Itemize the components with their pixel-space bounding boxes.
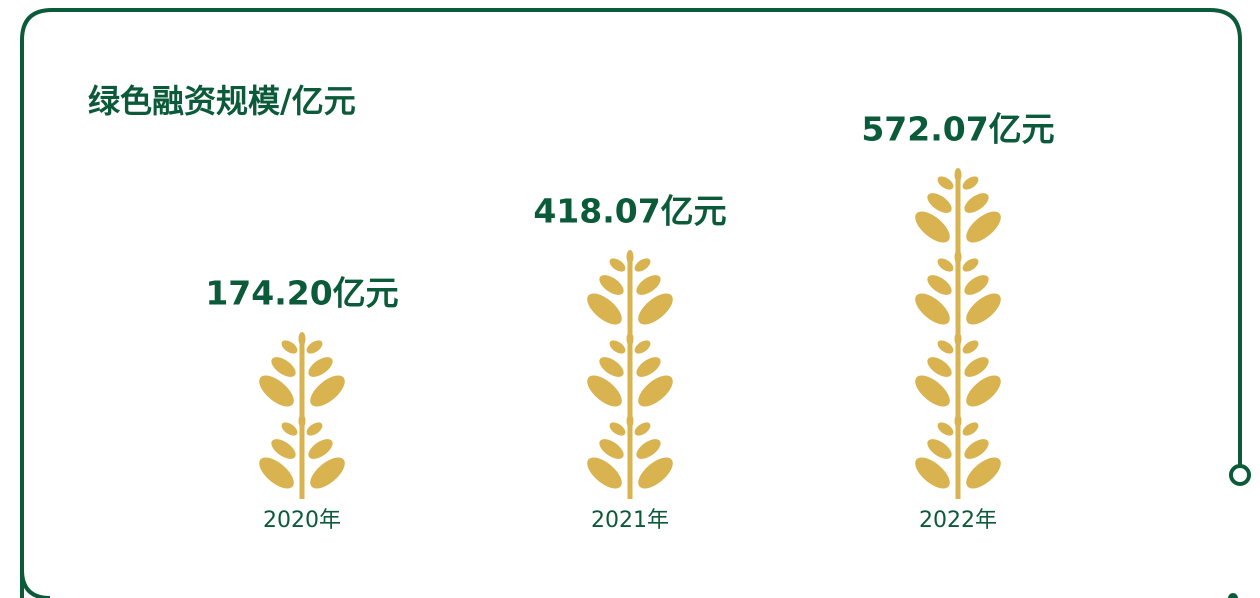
frame-bottom: [20, 569, 51, 598]
frame-node: [1229, 464, 1251, 486]
chart-title: 绿色融资规模/亿元: [88, 82, 356, 120]
sprig-icon: [581, 414, 679, 499]
frame: [20, 8, 1242, 598]
sprig-icon: [909, 414, 1007, 499]
x-tick-label: 2020年: [263, 508, 341, 533]
icon-stack: [253, 332, 351, 499]
value-label: 418.07亿元: [533, 192, 726, 231]
sprig-icon: [253, 332, 351, 417]
sprig-icon: [581, 332, 679, 417]
frame-dot: [1228, 593, 1238, 598]
sprig-icon: [253, 414, 351, 499]
value-label: 174.20亿元: [205, 274, 398, 313]
x-tick-label: 2021年: [591, 508, 669, 533]
icon-stack: [581, 250, 679, 499]
icon-stack: [909, 168, 1007, 499]
sprig-icon: [581, 250, 679, 335]
sprig-icon: [909, 168, 1007, 253]
sprig-icon: [909, 250, 1007, 335]
x-tick-label: 2022年: [919, 508, 997, 533]
value-label: 572.07亿元: [861, 110, 1054, 149]
sprig-icon: [909, 332, 1007, 417]
